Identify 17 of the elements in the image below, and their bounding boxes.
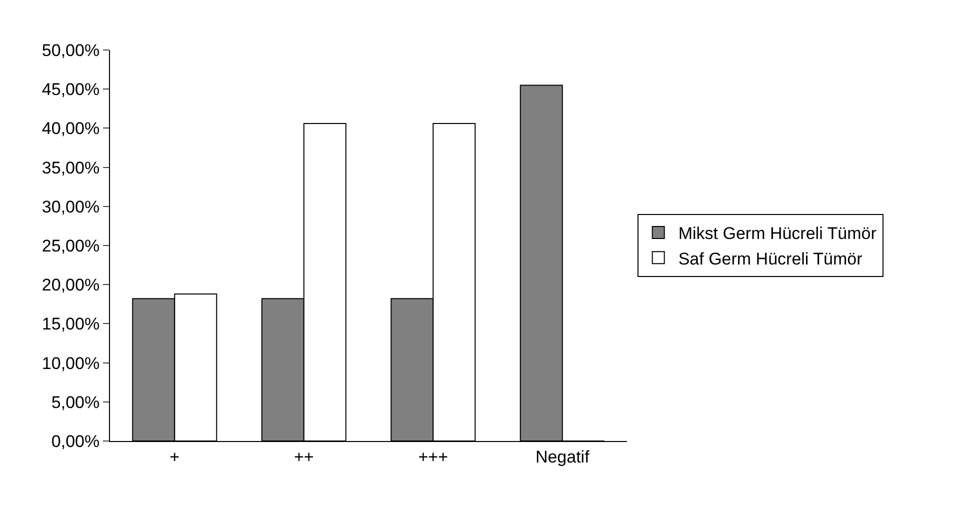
x-tick-label: + <box>170 447 180 466</box>
y-tick-label: 25,00% <box>42 236 100 256</box>
x-tick-label: Negatif <box>535 447 590 466</box>
y-tick-label: 45,00% <box>42 80 100 100</box>
x-tick-label: +++ <box>418 447 448 466</box>
x-tick-label: ++ <box>294 447 314 466</box>
y-tick-label: 0,00% <box>51 432 100 451</box>
y-tick-label: 40,00% <box>42 119 100 138</box>
y-tick-label: 20,00% <box>42 276 100 295</box>
y-tick-label: 50,00% <box>42 40 100 60</box>
y-tick-label: 5,00% <box>51 392 100 412</box>
y-tick-label: 10,00% <box>42 354 100 373</box>
y-tick-label: 15,00% <box>42 314 100 334</box>
y-tick-label: 35,00% <box>42 158 100 178</box>
legend-label: Saf Germ Hücreli Tümör <box>678 249 863 268</box>
y-tick-label: 30,00% <box>42 197 100 216</box>
legend-label: Mikst Germ Hücreli Tümör <box>678 224 877 244</box>
